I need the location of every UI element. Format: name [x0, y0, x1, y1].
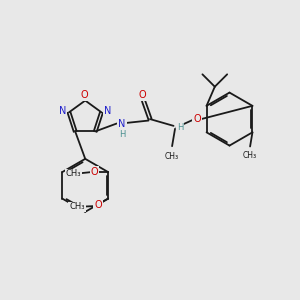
Text: O: O	[94, 200, 102, 210]
Text: O: O	[193, 114, 201, 124]
Text: CH₃: CH₃	[69, 202, 85, 211]
Text: N: N	[104, 106, 111, 116]
Text: O: O	[81, 90, 88, 100]
Text: CH₃: CH₃	[165, 152, 179, 161]
Text: O: O	[91, 167, 98, 177]
Text: N: N	[59, 106, 66, 116]
Text: H: H	[177, 123, 184, 132]
Text: CH₃: CH₃	[243, 151, 257, 160]
Text: N: N	[118, 119, 126, 129]
Text: O: O	[138, 90, 146, 100]
Text: CH₃: CH₃	[66, 169, 82, 178]
Text: H: H	[119, 130, 125, 139]
